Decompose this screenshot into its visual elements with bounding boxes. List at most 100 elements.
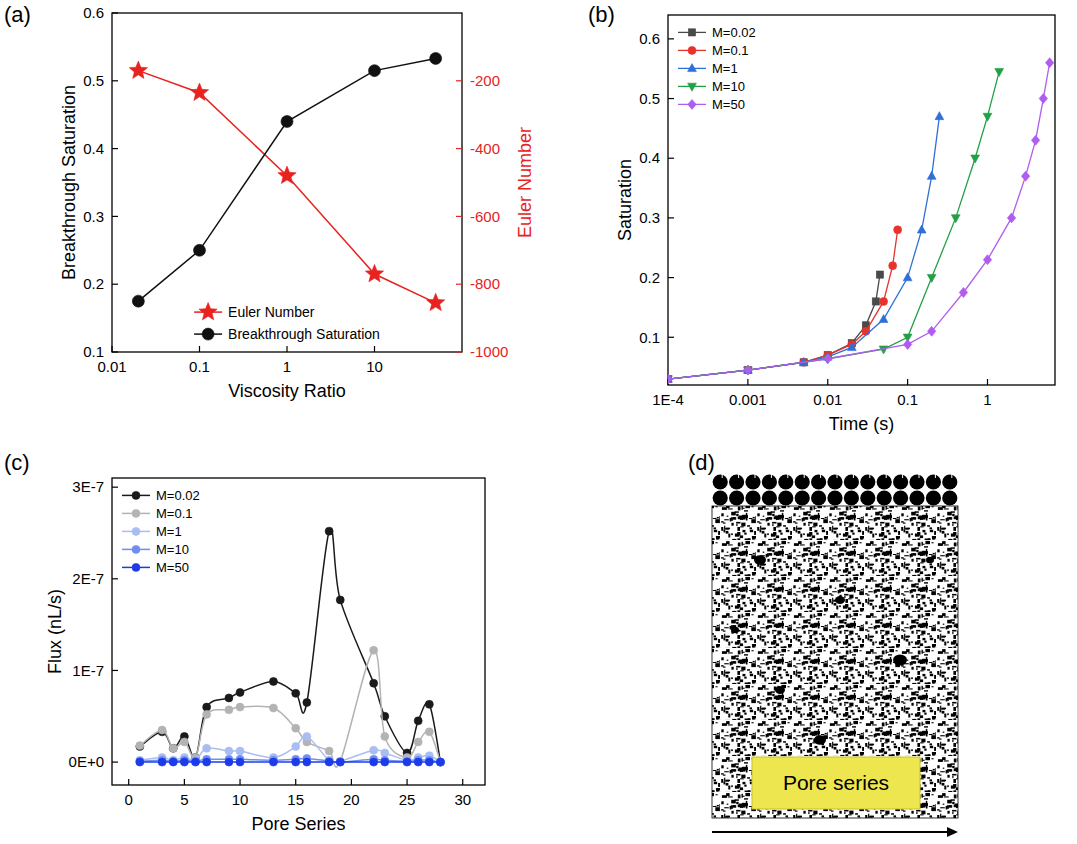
data-point xyxy=(292,689,300,697)
data-point xyxy=(1045,58,1053,68)
data-point xyxy=(325,527,333,535)
y-tick xyxy=(112,761,118,762)
y-tick-label: 0.4 xyxy=(83,140,104,157)
y-tick xyxy=(668,217,674,218)
plot-frame xyxy=(668,15,1055,385)
legend-label: M=1 xyxy=(156,524,182,539)
data-point xyxy=(169,758,177,766)
legend-marker xyxy=(688,64,697,72)
x-axis-title: Viscosity Ratio xyxy=(228,381,346,401)
data-point xyxy=(370,746,378,754)
data-point xyxy=(430,52,442,64)
data-point xyxy=(971,155,980,163)
y-axis-title: Flux (nL/s) xyxy=(45,589,65,674)
y-tick-label: 0.4 xyxy=(639,149,660,166)
data-point xyxy=(381,749,389,757)
data-point xyxy=(403,758,411,766)
data-point xyxy=(365,264,383,281)
y-tick xyxy=(112,351,118,352)
data-point xyxy=(983,255,991,265)
data-point xyxy=(917,225,926,233)
particle xyxy=(860,474,875,489)
particle xyxy=(762,474,777,489)
data-point xyxy=(225,758,233,766)
y2-tick-label: -400 xyxy=(470,140,500,157)
legend-marker xyxy=(132,563,140,571)
pore-blob xyxy=(926,557,934,563)
x-tick-label: 0.01 xyxy=(97,358,126,375)
legend-marker xyxy=(199,303,217,320)
legend-label: M=0.02 xyxy=(156,488,200,503)
data-point xyxy=(336,758,344,766)
data-point xyxy=(427,293,445,310)
data-point xyxy=(995,68,1004,76)
data-point xyxy=(336,596,344,604)
y-tick-label: 2E-7 xyxy=(72,570,104,587)
legend-label: M=0.1 xyxy=(712,43,749,58)
data-point xyxy=(336,758,344,766)
particle xyxy=(893,474,908,489)
pore-blob xyxy=(814,735,826,745)
x-tick xyxy=(351,779,352,785)
data-point xyxy=(927,171,936,179)
data-point xyxy=(436,758,444,766)
data-point xyxy=(158,758,166,766)
data-point xyxy=(935,112,944,120)
x-tick-label: 10 xyxy=(232,791,249,808)
arrow-head xyxy=(947,827,958,837)
y-tick xyxy=(668,98,674,99)
plot-area xyxy=(129,52,445,310)
panel: 1E-40.0010.010.110.10.20.30.40.50.6Time … xyxy=(588,2,1055,434)
x-tick xyxy=(199,346,200,352)
data-point xyxy=(436,758,444,766)
particle-highlight xyxy=(771,474,772,478)
pore-blob xyxy=(754,555,766,565)
x-tick xyxy=(462,779,463,785)
x-tick xyxy=(747,379,748,385)
data-point xyxy=(136,757,144,765)
y2-tick xyxy=(456,351,462,352)
particle xyxy=(877,474,892,489)
data-point xyxy=(136,743,144,751)
particle-highlight xyxy=(951,474,952,478)
y-tick-label: 1E-7 xyxy=(72,662,104,679)
data-point xyxy=(236,703,244,711)
figure: 0.010.11100.10.20.30.40.50.6-1000-800-60… xyxy=(0,0,1077,844)
y2-tick-label: -800 xyxy=(470,275,500,292)
legend-label: M=0.02 xyxy=(712,25,756,40)
data-point xyxy=(303,758,311,766)
legend: M=0.02M=0.1M=1M=10M=50 xyxy=(122,488,200,575)
legend-label: M=10 xyxy=(156,542,189,557)
particle xyxy=(942,474,957,489)
pore-series-box xyxy=(752,757,920,809)
data-point xyxy=(370,679,378,687)
data-point xyxy=(381,758,389,766)
particle xyxy=(942,490,957,505)
x-tick xyxy=(128,779,129,785)
particle xyxy=(778,490,793,505)
particle xyxy=(795,490,810,505)
y-tick-label: 0.2 xyxy=(83,275,104,292)
data-point xyxy=(889,262,897,270)
data-point xyxy=(370,758,378,766)
data-point xyxy=(269,758,277,766)
particle xyxy=(909,474,924,489)
y2-tick-label: -600 xyxy=(470,208,500,225)
particle-highlight xyxy=(886,474,887,478)
data-point xyxy=(194,244,206,256)
y-tick xyxy=(668,158,674,159)
y-tick xyxy=(112,80,118,81)
data-point xyxy=(847,343,856,351)
legend-label: M=50 xyxy=(156,560,189,575)
legend-marker xyxy=(132,545,140,553)
data-point xyxy=(192,757,200,765)
x-tick xyxy=(184,779,185,785)
y2-tick xyxy=(456,284,462,285)
particle-highlight xyxy=(722,474,723,478)
particle-highlight xyxy=(902,474,903,478)
data-point xyxy=(1039,94,1047,104)
legend-marker xyxy=(688,83,697,91)
data-point xyxy=(325,758,333,766)
legend-label: M=50 xyxy=(712,97,745,112)
data-point xyxy=(269,704,277,712)
